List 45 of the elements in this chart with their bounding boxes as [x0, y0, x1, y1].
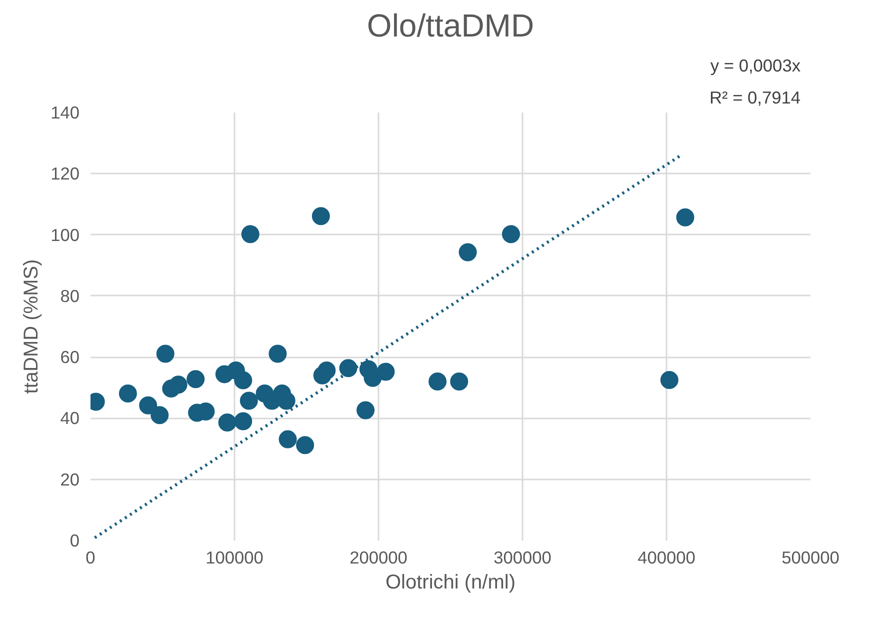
point — [156, 344, 174, 363]
y-axis-title: ttaDMD (%MS) — [20, 259, 43, 394]
point — [376, 362, 395, 381]
point — [234, 371, 252, 390]
x-tick-label: 200000 — [350, 548, 408, 568]
point — [240, 392, 258, 410]
y-tick-label: 40 — [60, 408, 80, 428]
y-tick-label: 0 — [70, 530, 80, 550]
y-tick-label: 20 — [60, 469, 80, 490]
y-tick-label: 80 — [60, 286, 80, 306]
point — [318, 362, 336, 380]
y-tick-label: 120 — [50, 164, 80, 184]
point — [458, 243, 477, 262]
point — [296, 436, 314, 454]
point — [428, 372, 447, 391]
point — [277, 392, 296, 410]
x-tick-label: 0 — [86, 548, 96, 568]
point — [450, 372, 468, 391]
point — [312, 207, 330, 226]
x-tick-label: 100000 — [206, 548, 264, 568]
y-tick-label: 100 — [50, 224, 80, 245]
point — [676, 208, 694, 226]
point — [234, 412, 252, 430]
point — [660, 371, 678, 389]
y-tick-label: 140 — [50, 102, 80, 122]
chart-title: Olo/ttaDMD — [366, 8, 534, 44]
x-tick-label: 500000 — [782, 548, 840, 568]
point — [502, 225, 520, 244]
point — [186, 370, 205, 388]
point — [339, 359, 358, 378]
point — [169, 376, 188, 394]
x-tick-label: 400000 — [638, 548, 696, 568]
x-axis-title: Olotrichi (n/ml) — [385, 572, 516, 594]
point — [278, 430, 297, 448]
point — [139, 396, 158, 414]
point — [118, 384, 137, 402]
x-tick-label: 300000 — [494, 548, 552, 568]
point — [268, 344, 287, 363]
text: R² = 0,7914 — [709, 88, 801, 108]
text: y = 0,0003x — [710, 56, 801, 76]
point — [150, 406, 169, 424]
point — [241, 225, 260, 244]
point — [218, 414, 236, 432]
y-tick-label: 60 — [60, 347, 80, 368]
point — [356, 401, 375, 420]
